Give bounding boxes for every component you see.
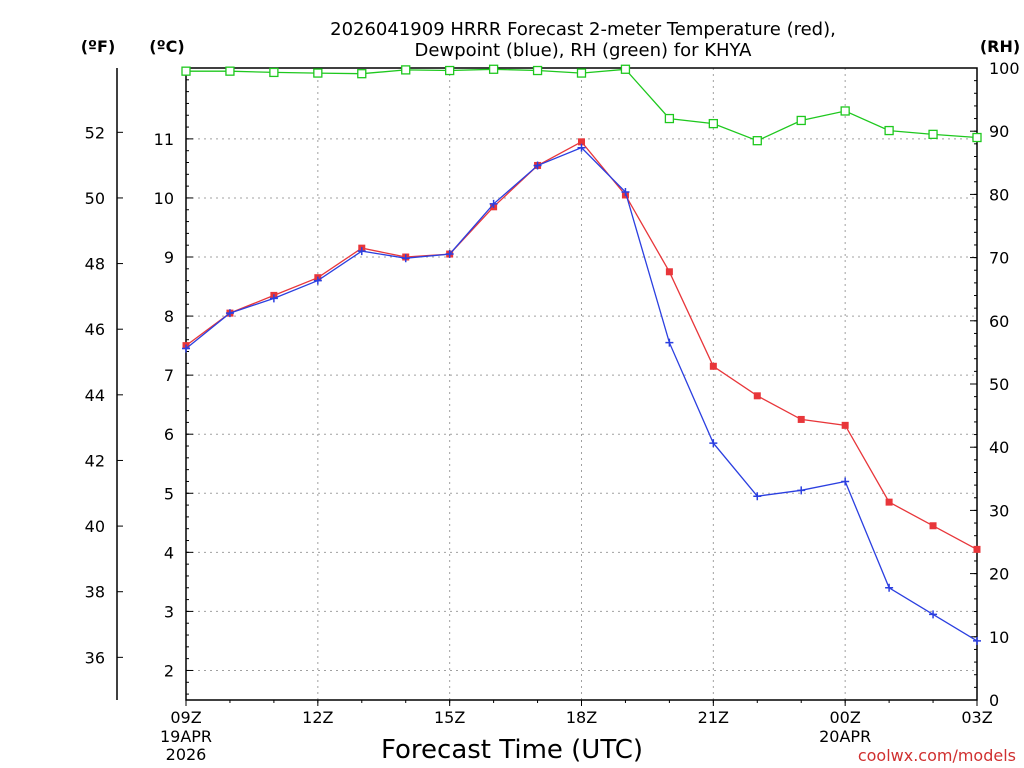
fahrenheit-tick-label: 50 [85, 189, 105, 208]
rh-point [357, 69, 367, 79]
rh-point [884, 125, 894, 136]
x-tick-label: 00Z [830, 708, 861, 727]
gridlines [186, 68, 977, 700]
dewpoint-point [841, 477, 850, 486]
rh-tick-label: 40 [989, 438, 1009, 457]
rh-tick-label: 10 [989, 628, 1009, 647]
celsius-tick-label: 3 [164, 602, 174, 621]
x-tick-label: 21Z [698, 708, 729, 727]
x-axis-title: Forecast Time (UTC) [381, 735, 643, 765]
rh-point [972, 132, 982, 143]
celsius-tick-label: 11 [154, 130, 174, 149]
dewpoint-point [753, 492, 762, 501]
temperature-point [885, 498, 893, 506]
rh-axis-label: (RH) [980, 37, 1020, 56]
rh-point [576, 68, 587, 78]
dewpoint-point [973, 636, 981, 645]
rh-tick-label: 20 [989, 565, 1009, 584]
rh-point [620, 64, 631, 74]
celsius-tick-label: 7 [164, 366, 174, 385]
dewpoint-point [665, 338, 674, 347]
celsius-axis-label: (ºC) [149, 37, 184, 56]
fahrenheit-axis-label: (ºF) [81, 37, 116, 56]
rh-point [532, 65, 543, 76]
dewpoint-point [357, 247, 366, 256]
fahrenheit-tick-label: 44 [85, 386, 105, 405]
x-tick-label: 15Z [434, 708, 465, 727]
rh-tick-label: 50 [989, 375, 1009, 394]
fahrenheit-tick-label: 40 [85, 517, 105, 536]
rh-point [269, 67, 279, 78]
rh-point [664, 113, 675, 124]
rh-tick-label: 0 [989, 691, 999, 710]
temperature-point [709, 362, 717, 370]
fahrenheit-tick-label: 36 [85, 648, 105, 667]
dewpoint-point [797, 486, 806, 495]
dewpoint-point [929, 610, 938, 619]
celsius-tick-label: 6 [164, 425, 174, 444]
x-tick-label: 09Z [170, 708, 201, 727]
dewpoint-point [489, 199, 498, 208]
rh-tick-label: 100 [989, 59, 1020, 78]
rh-point [181, 66, 191, 76]
temperature-point [797, 415, 805, 423]
dewpoint-point [269, 294, 278, 303]
fahrenheit-tick-label: 38 [85, 583, 105, 602]
rh-point [840, 106, 850, 116]
rh-tick-label: 30 [989, 501, 1009, 520]
dewpoint-point [885, 583, 894, 592]
rh-point [445, 65, 455, 76]
dewpoint-point [533, 161, 542, 170]
x-tick-date-label: 19APR [160, 727, 212, 746]
rh-point [313, 68, 323, 78]
dewpoint-point [313, 276, 322, 285]
celsius-tick-label: 2 [164, 661, 174, 680]
rh-point [225, 66, 235, 76]
celsius-tick-label: 9 [164, 248, 174, 267]
temperature-point [929, 522, 937, 530]
temperature-point [665, 268, 673, 276]
temperature-point [753, 392, 761, 400]
plot-frame [185, 67, 978, 701]
celsius-tick-label: 8 [164, 307, 174, 326]
rh-point [401, 65, 411, 75]
x-tick-year-label: 2026 [166, 745, 207, 764]
data-series [181, 64, 982, 645]
fahrenheit-tick-label: 52 [85, 123, 105, 142]
temperature-point [973, 545, 981, 553]
rh-point [928, 129, 938, 140]
rh-point [796, 115, 806, 126]
temperature-point [841, 421, 849, 429]
rh-point [752, 136, 762, 146]
rh-tick-label: 70 [989, 249, 1009, 268]
rh-point [708, 118, 718, 129]
credit-text: coolwx.com/models [858, 746, 1016, 765]
dewpoint-point [401, 254, 410, 263]
dewpoint-point [621, 188, 630, 197]
celsius-tick-label: 10 [154, 189, 174, 208]
rh-point [488, 64, 499, 74]
x-tick-label: 03Z [961, 708, 992, 727]
temperature-point [578, 138, 585, 146]
rh-tick-label: 90 [989, 122, 1009, 141]
dewpoint-point [225, 309, 234, 318]
rh-tick-label: 80 [989, 185, 1009, 204]
chart-title-line1: 2026041909 HRRR Forecast 2-meter Tempera… [330, 19, 836, 40]
dewpoint-point [709, 439, 718, 448]
fahrenheit-tick-label: 42 [85, 451, 105, 470]
dewpoint-point [445, 250, 454, 259]
chart-title-line2: Dewpoint (blue), RH (green) for KHYA [415, 40, 753, 61]
celsius-tick-label: 4 [164, 543, 174, 562]
dewpoint-point [182, 344, 190, 353]
dewpoint-point [577, 143, 586, 152]
fahrenheit-tick-label: 48 [85, 255, 105, 274]
rh-tick-label: 60 [989, 312, 1009, 331]
celsius-tick-label: 5 [164, 484, 174, 503]
x-tick-label: 12Z [302, 708, 333, 727]
x-tick-label: 18Z [566, 708, 597, 727]
x-tick-date-label: 20APR [819, 727, 871, 746]
fahrenheit-tick-label: 46 [85, 320, 105, 339]
